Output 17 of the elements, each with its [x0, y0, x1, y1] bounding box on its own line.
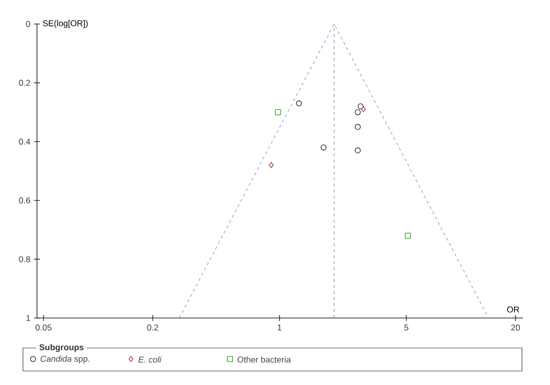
legend-label: Candida spp. [40, 356, 90, 364]
y-tick-label: 1 [26, 315, 30, 321]
x-axis-title: OR [507, 306, 520, 312]
y-tick-label: 0.8 [19, 256, 30, 262]
legend-label: Other bacteria [238, 356, 291, 363]
y-tick-label: 0.2 [19, 80, 30, 86]
x-tick-label: 0.05 [36, 324, 52, 331]
x-tick-label: 5 [404, 324, 408, 330]
y-tick-label: 0.4 [19, 138, 30, 145]
x-tick-label: 0.2 [147, 324, 158, 331]
y-axis-title: SE(log[OR]) [42, 20, 88, 28]
y-tick-label: 0 [26, 21, 30, 27]
legend-label: E. coli [138, 356, 162, 363]
legend-title: Subgroups [39, 344, 84, 352]
x-tick-label: 1 [278, 324, 282, 330]
y-tick-label: 0.6 [19, 197, 30, 204]
x-tick-label: 20 [511, 324, 520, 331]
